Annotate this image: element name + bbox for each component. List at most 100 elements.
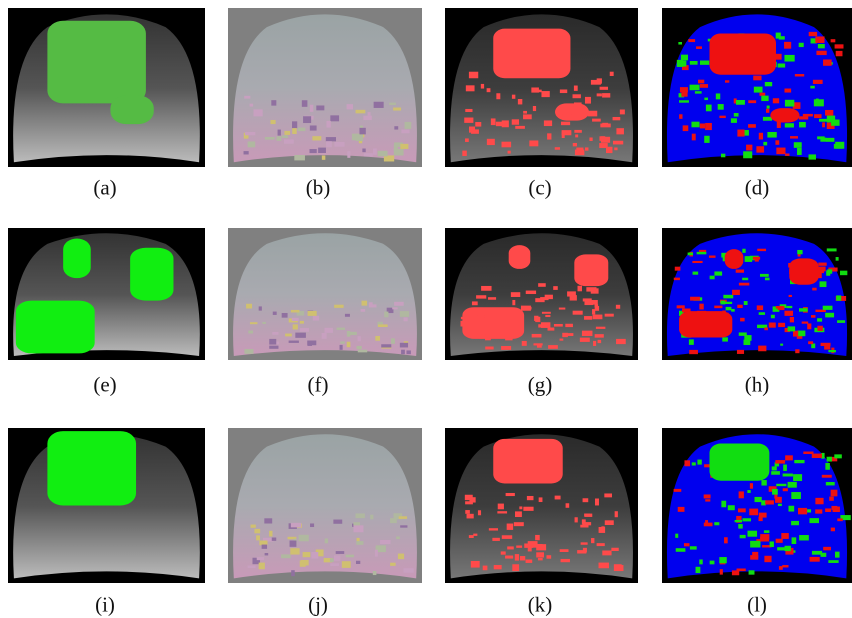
pixel [779, 36, 785, 39]
pixel [690, 546, 697, 549]
pixel [359, 128, 365, 135]
pixel [597, 93, 602, 96]
pixel [705, 123, 712, 130]
pixel [330, 558, 334, 562]
pixel [825, 313, 834, 318]
pixel [465, 138, 469, 142]
pixel [788, 506, 794, 512]
pixel [583, 498, 589, 502]
pixel [326, 137, 336, 141]
pixel [465, 109, 472, 112]
pixel [704, 523, 713, 527]
pixel [836, 295, 841, 300]
pixel [778, 63, 786, 67]
pixel [566, 104, 574, 107]
pixel [469, 72, 478, 79]
pixel [710, 561, 715, 565]
pixel [390, 563, 396, 566]
pixel [782, 565, 788, 567]
pixel [818, 267, 826, 272]
pixel [781, 533, 788, 539]
caption: (h) [745, 373, 770, 398]
pixel [714, 306, 722, 309]
pixel [776, 539, 783, 543]
lesion-mask [110, 95, 153, 124]
pixel [783, 488, 788, 491]
pixel [812, 454, 822, 458]
pixel [398, 554, 404, 560]
pixel [289, 341, 299, 343]
pixel [292, 121, 297, 128]
pixel [502, 535, 512, 539]
pixel [356, 541, 363, 545]
pixel [613, 117, 621, 120]
pixel [389, 103, 396, 105]
pixel [817, 136, 825, 139]
pixel [675, 534, 678, 538]
pixel [358, 336, 361, 341]
pixel [355, 513, 364, 518]
pixel [820, 281, 827, 287]
pixel [692, 134, 696, 141]
pixel [512, 119, 519, 124]
pixel [254, 529, 260, 533]
pixel [394, 149, 404, 156]
pixel [599, 563, 609, 569]
pixel [797, 148, 802, 155]
pixel [788, 326, 796, 331]
pixel [553, 286, 558, 290]
pixel [822, 475, 832, 478]
pixel [273, 312, 277, 315]
pixel [834, 144, 843, 149]
pixel [817, 318, 822, 321]
pixel [828, 350, 836, 352]
caption: (l) [747, 593, 767, 618]
pixel [487, 139, 495, 145]
pixel [837, 518, 842, 521]
pixel [816, 51, 826, 55]
pixel [465, 510, 470, 514]
pixel [510, 326, 519, 328]
pixel [697, 252, 707, 254]
pixel [690, 61, 698, 65]
pixel [248, 565, 256, 568]
pixel [555, 496, 561, 500]
pixel [248, 141, 256, 147]
pixel [394, 126, 398, 129]
pixel [704, 136, 709, 143]
pixel [597, 78, 602, 83]
pixel [765, 500, 774, 504]
pixel [726, 307, 732, 310]
pixel [790, 317, 794, 322]
pixel [322, 155, 325, 159]
pixel [784, 311, 793, 316]
pixel [265, 553, 269, 555]
pixel [498, 504, 504, 510]
pixel [826, 482, 835, 485]
pixel [262, 545, 267, 549]
pixel [822, 122, 825, 127]
pixel [719, 116, 725, 118]
caption: (k) [528, 593, 553, 618]
pixel [601, 136, 605, 141]
pixel [489, 311, 499, 316]
caption: (e) [93, 373, 116, 398]
pixel [340, 341, 344, 343]
pixel [761, 480, 766, 485]
pixel [604, 493, 612, 497]
pixel [244, 349, 253, 354]
pixel [700, 84, 708, 88]
pixel [462, 322, 469, 327]
pixel [501, 551, 506, 554]
pixel [714, 522, 719, 525]
pixel [574, 86, 578, 91]
pixel [785, 455, 793, 460]
pixel [337, 328, 345, 330]
pixel [742, 518, 751, 521]
pixel [541, 91, 549, 97]
pixel [597, 543, 605, 546]
pixel [799, 308, 808, 311]
pixel [793, 474, 802, 481]
pixel [679, 114, 682, 119]
pixel [265, 137, 275, 140]
